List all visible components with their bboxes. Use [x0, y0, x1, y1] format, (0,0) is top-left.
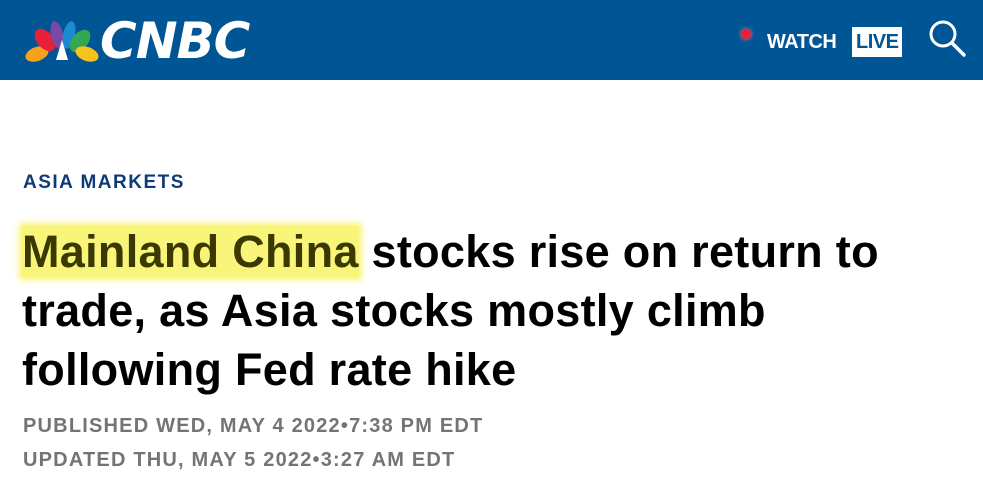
site-header: CNBC WATCH LIVE	[0, 0, 983, 80]
headline-highlight: Mainland China	[22, 226, 359, 277]
updated-date: UPDATED THU, MAY 5 2022•3:27 AM EDT	[23, 449, 456, 471]
headline-text: stocks rise on return to trade, as Asia …	[22, 226, 879, 395]
published-date: PUBLISHED WED, MAY 4 2022•7:38 PM EDT	[23, 415, 484, 437]
peacock-logo[interactable]	[22, 12, 102, 72]
live-indicator	[741, 29, 751, 39]
logo-text[interactable]: CNBC	[100, 12, 250, 70]
live-badge[interactable]: LIVE	[852, 27, 903, 57]
headline: Mainland China stocks rise on return to …	[22, 222, 962, 399]
search-icon[interactable]	[925, 16, 969, 60]
section-label[interactable]: ASIA MARKETS	[23, 172, 185, 193]
watch-link[interactable]: WATCH	[767, 31, 837, 53]
